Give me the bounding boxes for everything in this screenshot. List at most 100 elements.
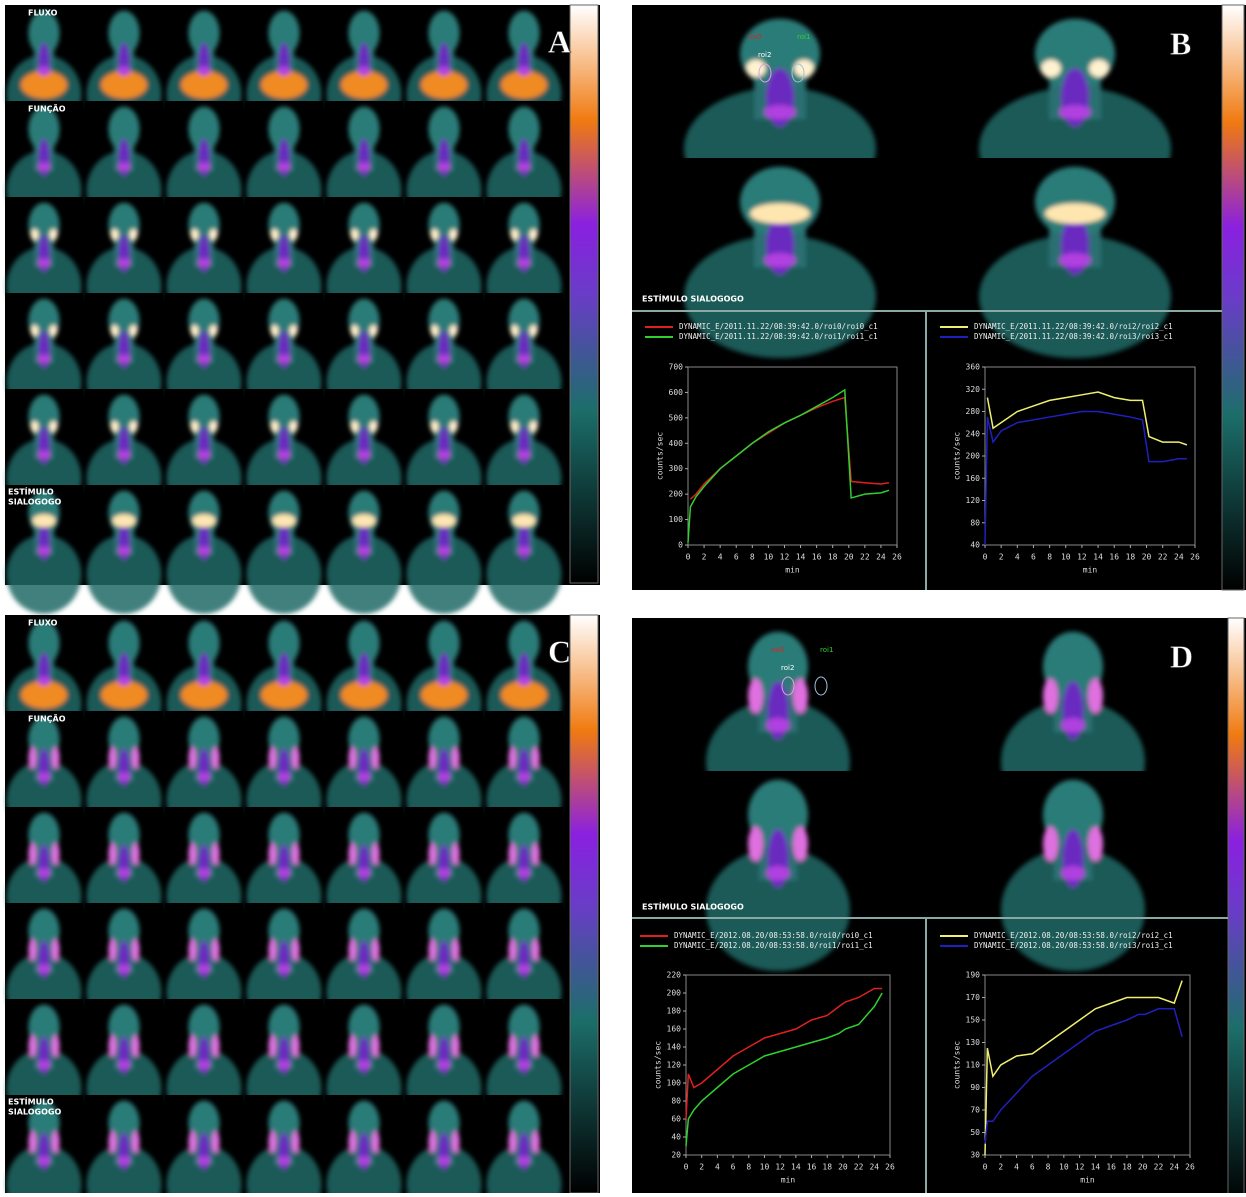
legend-label: DYNAMIC_E/2012.08.20/08:53:58.0/roi1/roi… <box>674 941 873 950</box>
y-tick-label: 110 <box>966 1061 981 1070</box>
y-tick-label: 150 <box>966 1016 981 1025</box>
y-tick-label: 160 <box>667 1025 682 1034</box>
y-tick-label: 600 <box>669 388 684 397</box>
gland <box>1089 60 1109 78</box>
y-tick-label: 170 <box>966 993 981 1002</box>
gland <box>748 678 763 713</box>
gland <box>508 843 516 866</box>
x-tick-label: 6 <box>1031 553 1036 562</box>
legend-label: DYNAMIC_E/2011.11.22/08:39:42.0/roi3/roi… <box>974 332 1173 341</box>
gland <box>289 229 297 240</box>
frame-label: ESTÍMULO <box>8 1096 54 1107</box>
x-tick-label: 22 <box>854 1163 864 1172</box>
y-tick-label: 60 <box>671 1115 681 1124</box>
thyroid <box>198 450 210 459</box>
panel-letter: D <box>1170 638 1193 674</box>
x-tick-label: 0 <box>684 1163 689 1172</box>
x-tick-label: 14 <box>796 553 806 562</box>
x-tick-label: 14 <box>791 1163 801 1172</box>
gland <box>212 843 220 866</box>
y-tick-label: 0 <box>678 541 683 550</box>
x-tick-label: 18 <box>1122 1163 1132 1172</box>
thyroid <box>118 1156 130 1165</box>
scan-frame <box>485 485 563 614</box>
thyroid <box>118 772 130 781</box>
y-tick-label: 200 <box>667 989 682 998</box>
gland <box>532 747 540 770</box>
gland <box>348 1131 356 1154</box>
gland <box>532 1131 540 1154</box>
gland <box>452 1035 460 1058</box>
thyroid <box>38 162 50 171</box>
thyroid <box>438 964 450 973</box>
gland <box>129 229 137 240</box>
y-tick-label: 90 <box>970 1083 980 1092</box>
gland <box>508 1131 516 1154</box>
y-tick-label: 50 <box>970 1128 980 1137</box>
thyroid <box>518 1156 530 1165</box>
gland <box>52 843 60 866</box>
x-tick-label: 10 <box>764 553 774 562</box>
gland <box>52 747 60 770</box>
x-tick-label: 4 <box>1015 553 1020 562</box>
x-tick-label: 14 <box>1091 1163 1101 1172</box>
thyroid <box>766 718 790 733</box>
gland <box>1043 678 1058 713</box>
gland <box>209 421 217 432</box>
y-tick-label: 700 <box>669 363 684 372</box>
gland <box>428 843 436 866</box>
gland <box>452 747 460 770</box>
y-tick-label: 200 <box>669 490 684 499</box>
legend-label: DYNAMIC_E/2012.08.20/08:53:58.0/roi3/roi… <box>974 941 1173 950</box>
x-tick-label: 24 <box>876 553 886 562</box>
y-tick-label: 280 <box>966 407 981 416</box>
thyroid <box>278 66 290 75</box>
thyroid <box>118 354 130 363</box>
gland <box>292 1035 300 1058</box>
frame-label: FLUXO <box>28 9 58 18</box>
gland <box>449 421 457 432</box>
thyroid <box>438 676 450 685</box>
gland <box>372 1035 380 1058</box>
gland <box>351 229 359 240</box>
gland <box>351 421 359 432</box>
frame-label: ESTÍMULO <box>8 486 54 497</box>
y-tick-label: 300 <box>669 464 684 473</box>
x-tick-label: 6 <box>731 1163 736 1172</box>
thyroid <box>358 676 370 685</box>
gland <box>212 747 220 770</box>
panel-letter: A <box>548 23 571 59</box>
x-tick-label: 20 <box>838 1163 848 1172</box>
x-tick-label: 14 <box>1093 553 1103 562</box>
gland <box>271 421 279 432</box>
thyroid <box>198 66 210 75</box>
x-tick-label: 24 <box>1169 1163 1179 1172</box>
gland <box>372 747 380 770</box>
y-axis-label: counts/sec <box>953 432 962 480</box>
x-tick-label: 10 <box>1059 1163 1069 1172</box>
thyroid <box>118 964 130 973</box>
thyroid <box>518 772 530 781</box>
gland <box>529 421 537 432</box>
gland <box>32 514 55 527</box>
gland <box>111 421 119 432</box>
x-tick-label: 4 <box>718 553 723 562</box>
gland <box>209 325 217 336</box>
gland <box>511 421 519 432</box>
gland <box>268 747 276 770</box>
y-tick-label: 220 <box>667 971 682 980</box>
gland <box>132 939 140 962</box>
thyroid <box>198 964 210 973</box>
thyroid <box>38 868 50 877</box>
y-tick-label: 190 <box>966 971 981 980</box>
gland <box>129 421 137 432</box>
x-axis-label: min <box>1083 566 1098 575</box>
x-tick-label: 12 <box>1075 1163 1085 1172</box>
thyroid <box>518 258 530 267</box>
gland <box>432 514 455 527</box>
x-tick-label: 2 <box>998 1163 1003 1172</box>
gland <box>428 1035 436 1058</box>
color-bar <box>1228 618 1244 1193</box>
scan-frame <box>165 485 243 614</box>
gland <box>1043 826 1058 861</box>
